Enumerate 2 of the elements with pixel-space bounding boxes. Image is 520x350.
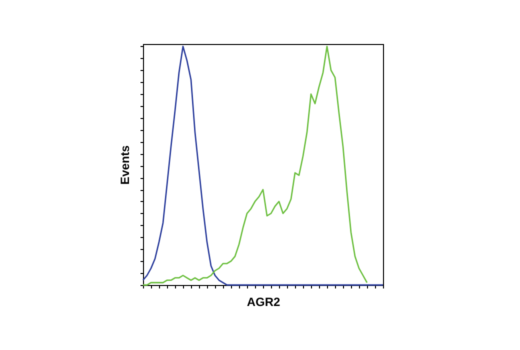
y-axis-title: Events	[118, 145, 132, 185]
x-axis-title: AGR2	[246, 295, 280, 309]
